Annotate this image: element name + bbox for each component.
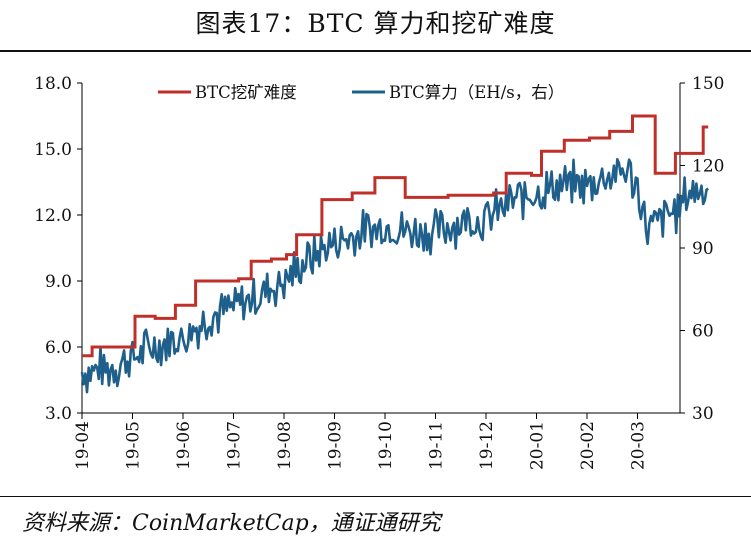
left-tick-label: 12.0 [34, 206, 72, 226]
source-note: 资料来源：CoinMarketCap，通证通研究 [22, 511, 441, 536]
title-rule [0, 50, 751, 52]
x-tick-label: 20-02 [578, 421, 598, 470]
x-tick-label: 19-12 [477, 421, 497, 470]
legend-label: BTC算力（EH/s，右） [389, 83, 564, 102]
right-tick-label: 150 [692, 74, 724, 94]
x-tick-label: 19-08 [275, 421, 295, 470]
right-tick-label: 90 [692, 239, 714, 259]
left-tick-label: 6.0 [45, 338, 72, 358]
x-tick-label: 19-11 [427, 421, 447, 470]
right-tick-label: 120 [692, 157, 724, 177]
series-difficulty-line [82, 114, 709, 358]
left-tick-label: 18.0 [34, 74, 72, 94]
chart-title: 图表17：BTC 算力和挖矿难度 [195, 9, 556, 38]
right-tick-label: 30 [692, 404, 714, 424]
x-tick-label: 19-07 [225, 421, 245, 470]
x-tick-label: 19-09 [326, 421, 346, 470]
x-tick-label: 20-03 [629, 421, 649, 470]
legend-label: BTC挖矿难度 [195, 83, 297, 102]
left-tick-label: 15.0 [34, 140, 72, 160]
series-hashrate-line [80, 158, 709, 394]
left-tick-label: 3.0 [45, 404, 72, 424]
x-tick-label: 19-05 [124, 421, 144, 470]
x-tick-label: 19-06 [174, 421, 194, 470]
x-tick-label: 20-01 [528, 421, 548, 470]
left-tick-label: 9.0 [45, 272, 72, 292]
x-tick-label: 19-04 [73, 421, 93, 470]
x-tick-label: 19-10 [376, 421, 396, 470]
right-tick-label: 60 [692, 322, 714, 342]
source-rule [0, 496, 751, 497]
